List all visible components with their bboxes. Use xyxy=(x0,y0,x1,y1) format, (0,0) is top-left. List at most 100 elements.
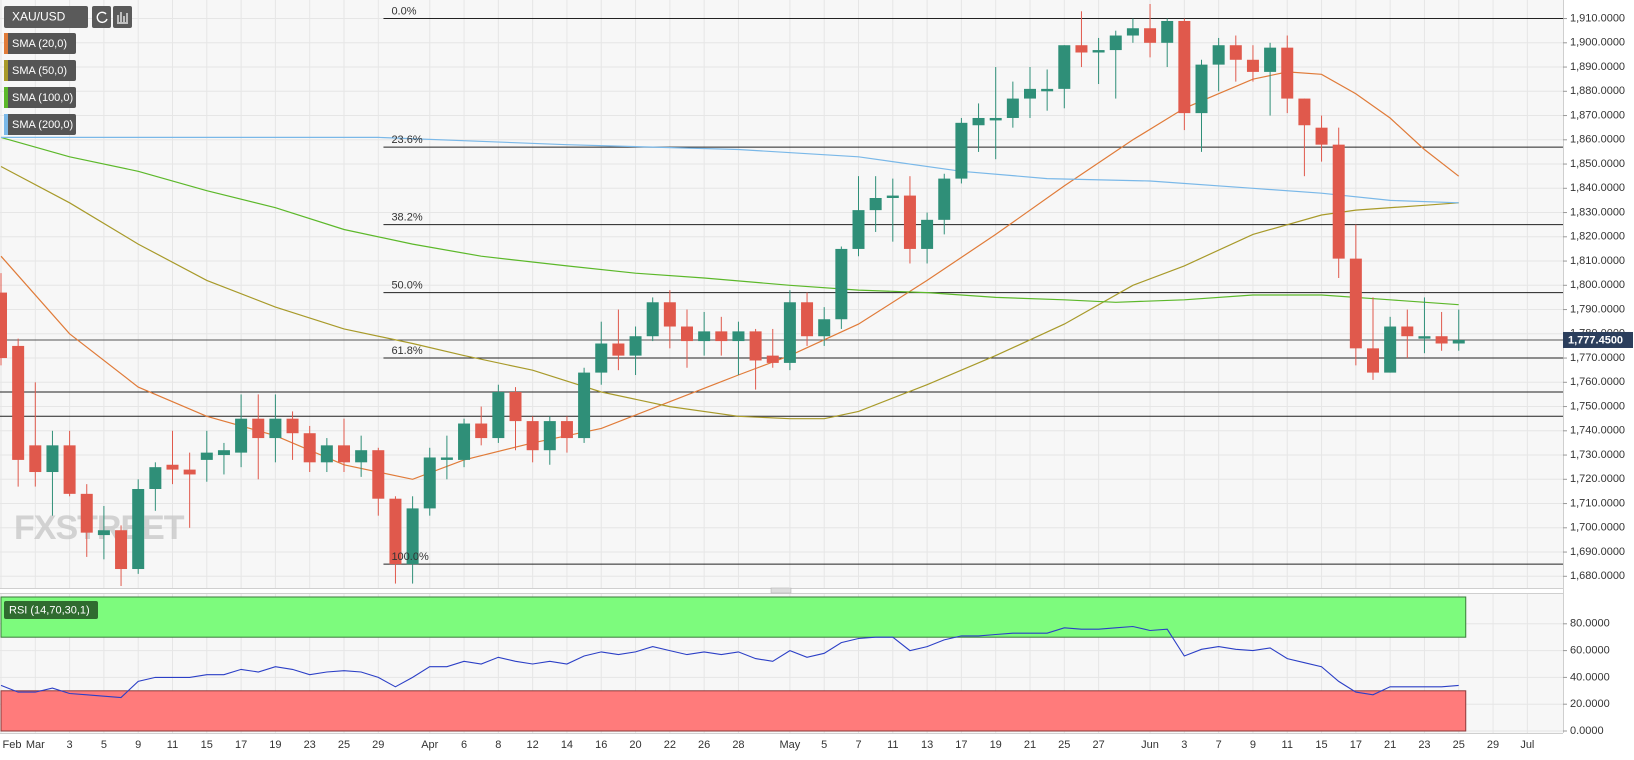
sma-legend-box[interactable] xyxy=(4,33,76,54)
candle-body xyxy=(869,198,882,211)
x-tick-label: 3 xyxy=(1181,739,1187,751)
candle-body xyxy=(320,445,333,463)
candle-body xyxy=(97,530,110,536)
sma-line xyxy=(0,136,1459,306)
fib-label: 38.2% xyxy=(391,212,422,224)
y-tick-label: 1,770.0000 xyxy=(1570,352,1625,364)
symbol-box[interactable] xyxy=(4,6,88,28)
sma-legend-label: SMA (20,0) xyxy=(12,38,67,50)
candle-body xyxy=(1315,127,1328,145)
candle-body xyxy=(1332,144,1345,259)
candles xyxy=(0,4,1465,586)
x-tick-label: Mar xyxy=(26,739,45,751)
candle-body xyxy=(1401,326,1414,337)
sma-legend-label: SMA (50,0) xyxy=(12,65,67,77)
oversold-zone xyxy=(0,690,1467,732)
x-tick-label: 6 xyxy=(461,739,467,751)
fib-label: 23.6% xyxy=(391,134,422,146)
legend: XAU/USD RSI (14,70,30,1) SMA (20,0) SMA (5… xyxy=(4,6,132,619)
candle-body xyxy=(886,195,899,198)
candle-body xyxy=(801,302,814,337)
candle-body xyxy=(1109,35,1122,51)
sma-legend-box[interactable] xyxy=(4,114,76,135)
candle-body xyxy=(1452,339,1465,344)
x-tick-label: 13 xyxy=(921,739,933,751)
candle-body xyxy=(560,421,573,439)
candle-body xyxy=(1435,336,1448,344)
y-tick-label: 1,830.0000 xyxy=(1570,206,1625,218)
candle-body xyxy=(1264,47,1277,72)
sma-legend-swatch xyxy=(4,33,8,54)
candle-body xyxy=(972,117,985,126)
panel-resize-handle[interactable] xyxy=(770,587,792,594)
candle-body xyxy=(1212,45,1225,65)
y-tick-label: 1,740.0000 xyxy=(1570,425,1625,437)
candle-body xyxy=(1195,64,1208,114)
candle-body xyxy=(526,421,539,451)
candle-body xyxy=(578,372,591,439)
candle-body xyxy=(1041,88,1054,92)
rsi-tick-label: 60.0000 xyxy=(1570,645,1610,657)
candle-body xyxy=(1229,45,1242,60)
bars-button[interactable] xyxy=(113,6,132,28)
x-tick-label: 29 xyxy=(1487,739,1499,751)
candle-body xyxy=(732,331,745,342)
x-tick-label: Jul xyxy=(1520,739,1534,751)
levels xyxy=(0,18,1563,565)
sma-legend-box[interactable] xyxy=(4,60,76,81)
candle-body xyxy=(132,489,145,570)
candle-body xyxy=(1024,88,1036,99)
candle-body xyxy=(492,392,505,439)
candle-body xyxy=(955,122,968,179)
candle-body xyxy=(1178,20,1191,114)
x-tick-label: 26 xyxy=(698,739,710,751)
main-plot-bg xyxy=(0,0,1563,588)
x-tick-label: 3 xyxy=(67,739,73,751)
x-tick-label: Apr xyxy=(421,739,438,751)
candle-body xyxy=(269,418,282,439)
sma-line xyxy=(0,71,1460,480)
x-tick-label: 19 xyxy=(269,739,281,751)
x-tick-label: 17 xyxy=(955,739,967,751)
x-tick-label: 11 xyxy=(1282,739,1293,751)
x-tick-label: 27 xyxy=(1092,739,1104,751)
candle-body xyxy=(1092,50,1105,53)
fib-label: 50.0% xyxy=(391,279,422,291)
sma-line xyxy=(0,165,1459,420)
x-tick-label: 25 xyxy=(338,739,350,751)
candle-body xyxy=(29,445,42,473)
candle-body xyxy=(715,331,728,342)
candle-body xyxy=(303,433,316,463)
overbought-zone xyxy=(0,596,1467,638)
candle-body xyxy=(1006,98,1019,118)
candle-body xyxy=(1075,45,1088,53)
x-tick-label: 29 xyxy=(372,739,384,751)
candle-body xyxy=(766,355,779,363)
candle-body xyxy=(818,319,831,337)
x-tick-label: 20 xyxy=(629,739,641,751)
candle-body xyxy=(115,530,128,570)
rsi-legend-box[interactable] xyxy=(4,601,98,619)
x-tick-label: Jun xyxy=(1141,739,1159,751)
y-tick-label: 1,730.0000 xyxy=(1570,449,1625,461)
candle-body xyxy=(12,345,25,460)
candle-body xyxy=(835,248,848,320)
candle-body xyxy=(938,178,951,220)
candle-body xyxy=(80,493,93,533)
refresh-button[interactable] xyxy=(92,6,111,28)
rsi-zones xyxy=(0,596,1467,732)
candle-body xyxy=(1126,28,1139,36)
x-tick-label: 11 xyxy=(167,739,178,751)
candle-body xyxy=(783,302,796,363)
fib-label: 0.0% xyxy=(391,5,416,17)
sma-legend-box[interactable] xyxy=(4,87,76,108)
rsi-tick-label: 0.0000 xyxy=(1570,725,1604,737)
labels: 1,680.0000 1,690.0000 1,700.0000 1,710.0000… xyxy=(3,5,1633,751)
x-tick-label: 12 xyxy=(527,739,539,751)
candle-body xyxy=(903,195,916,249)
candle-body xyxy=(338,445,350,463)
y-tick-label: 1,880.0000 xyxy=(1570,85,1625,97)
fib-label: 100.0% xyxy=(391,551,429,563)
candle-body xyxy=(1298,98,1311,126)
